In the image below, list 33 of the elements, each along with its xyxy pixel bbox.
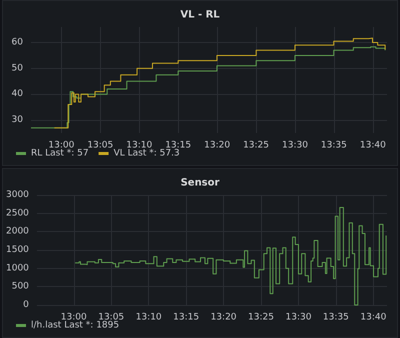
y-tick-label: 2000 (6, 226, 30, 237)
x-tick-label: 13:05 (87, 140, 114, 150)
y-tick-label: 30 (12, 115, 24, 126)
legend-label: VL Last *: 57.3 (114, 148, 180, 158)
y-tick-label: 50 (12, 63, 24, 74)
x-tick-label: 13:40 (360, 312, 387, 322)
y-tick-label: 0 (23, 300, 30, 310)
x-tick-label: 13:30 (285, 312, 312, 322)
x-tick-label: 13:25 (243, 140, 270, 150)
chart-title: Sensor (180, 178, 220, 188)
x-tick-label: 13:35 (322, 312, 349, 322)
y-tick-label: 500 (12, 282, 30, 292)
legend-label: RL Last *: 57 (31, 148, 89, 158)
x-tick-label: 13:05 (98, 312, 124, 322)
x-tick-label: 13:00 (48, 140, 75, 150)
x-tick-label: 13:35 (320, 140, 347, 150)
x-tick-label: 13:20 (210, 312, 237, 322)
x-tick-label: 13:10 (126, 140, 152, 150)
x-tick-label: 13:15 (173, 312, 200, 322)
y-tick-label: 40 (12, 89, 24, 100)
y-tick-label: 60 (12, 38, 24, 48)
y-tick-label: 2500 (6, 208, 30, 218)
x-tick-label: 13:30 (282, 140, 308, 150)
y-tick-label: 1500 (6, 245, 30, 255)
x-tick-label: 13:00 (60, 312, 87, 322)
legend-label: l/h.last Last *: 1895 (31, 320, 120, 330)
y-tick-label: 3000 (6, 190, 30, 200)
x-tick-label: 13:20 (204, 140, 230, 150)
x-tick-label: 13:40 (360, 140, 386, 150)
x-tick-label: 13:25 (248, 312, 274, 322)
chart-title: VL - RL (180, 10, 220, 20)
x-tick-label: 13:10 (136, 312, 162, 322)
y-tick-label: 1000 (6, 263, 30, 274)
